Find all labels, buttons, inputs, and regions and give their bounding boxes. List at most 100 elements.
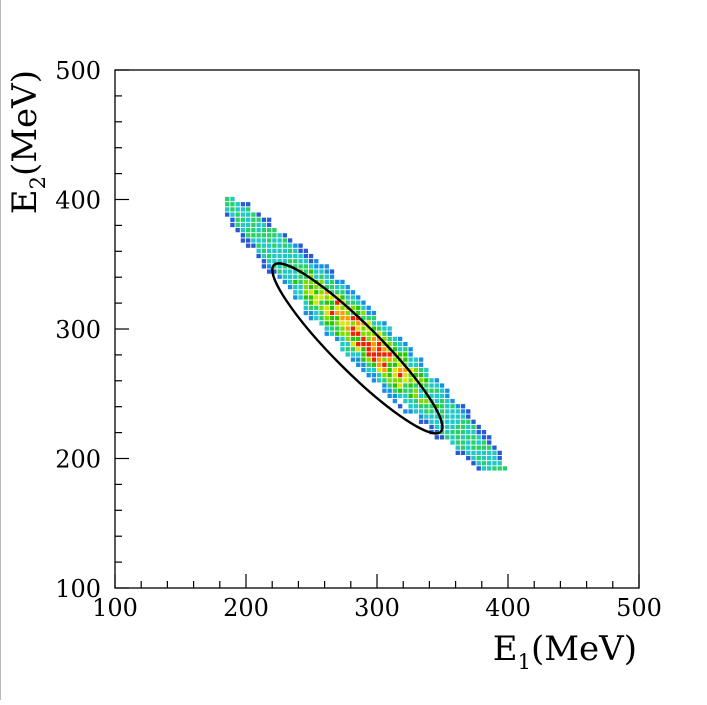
histogram-bin xyxy=(371,321,377,326)
histogram-bin xyxy=(397,336,403,342)
histogram-bin xyxy=(387,373,392,378)
histogram-bin xyxy=(471,445,476,450)
histogram-bin xyxy=(356,321,361,326)
histogram-bin xyxy=(230,196,235,202)
histogram-bin xyxy=(392,393,398,399)
histogram-bin xyxy=(387,383,392,388)
histogram-bin xyxy=(345,341,350,347)
histogram-bin xyxy=(455,445,460,450)
histogram-bin xyxy=(387,326,392,331)
histogram-bin xyxy=(314,274,319,279)
histogram-bin xyxy=(282,253,288,259)
histogram-bin xyxy=(466,455,471,461)
histogram-bin xyxy=(397,388,403,393)
histogram-bin xyxy=(308,259,314,264)
histogram-bin xyxy=(282,269,288,274)
histogram-bin xyxy=(371,357,377,362)
histogram-bin xyxy=(261,233,267,238)
histogram-bin xyxy=(418,409,424,414)
histogram-bin xyxy=(287,284,293,290)
histogram-bin xyxy=(476,450,481,456)
histogram-bin xyxy=(439,435,445,440)
histogram-bin xyxy=(403,352,408,357)
histogram-bin xyxy=(371,316,377,321)
histogram-bin xyxy=(387,388,392,393)
histogram-bin xyxy=(314,290,319,295)
histogram-bin xyxy=(324,331,329,336)
histogram-bin xyxy=(434,424,439,430)
histogram-bin xyxy=(282,248,288,253)
histogram-bin xyxy=(487,455,492,461)
histogram-bin xyxy=(329,331,335,336)
histogram-bin xyxy=(319,300,324,305)
histogram-bin xyxy=(240,222,246,228)
histogram-bin xyxy=(460,435,466,440)
histogram-bin xyxy=(371,362,377,367)
histogram-bin xyxy=(298,274,303,279)
histogram-bin xyxy=(397,383,403,388)
histogram-bin xyxy=(387,341,392,347)
histogram-bin xyxy=(356,352,361,357)
histogram-bin xyxy=(277,253,282,259)
histogram-bin xyxy=(371,341,377,347)
histogram-bin xyxy=(424,398,429,404)
histogram-bin xyxy=(418,419,424,424)
histogram-bin xyxy=(434,383,439,388)
histogram-bin xyxy=(340,326,345,331)
y-tick-label: 500 xyxy=(55,57,101,85)
histogram-bin xyxy=(455,440,460,445)
histogram-bin xyxy=(303,305,308,310)
histogram-bin xyxy=(340,279,345,285)
histogram-bin xyxy=(319,316,324,321)
histogram-bin xyxy=(445,430,450,435)
histogram-bin xyxy=(335,279,340,285)
histogram-bin xyxy=(256,243,261,248)
histogram-bin xyxy=(466,445,471,450)
histogram-bin xyxy=(277,269,282,274)
histogram-bin xyxy=(424,393,429,399)
histogram-bin xyxy=(235,227,240,233)
y-tick-label: 300 xyxy=(55,316,101,344)
histogram-bin xyxy=(230,202,235,207)
histogram-bin xyxy=(361,336,366,342)
histogram-bin xyxy=(392,336,398,342)
histogram-bin xyxy=(256,212,261,217)
histogram-bin xyxy=(329,279,335,285)
histogram-bin xyxy=(256,227,261,233)
histogram-bin xyxy=(497,461,502,466)
y-tick-label: 200 xyxy=(55,446,101,474)
histogram-bin xyxy=(340,331,345,336)
histogram-bin xyxy=(246,238,251,243)
histogram-bin xyxy=(350,290,356,295)
histogram-bin xyxy=(287,269,293,274)
histogram-bin xyxy=(225,202,230,207)
histogram-bin xyxy=(392,341,398,347)
histogram-bin xyxy=(371,347,377,352)
histogram-bin xyxy=(266,248,272,253)
histogram-bin xyxy=(287,279,293,285)
histogram-bin xyxy=(340,295,345,300)
histogram-bin xyxy=(382,357,387,362)
histogram-bin xyxy=(429,388,434,393)
histogram-bin xyxy=(397,378,403,383)
histogram-bin xyxy=(471,435,476,440)
histogram-bin xyxy=(246,227,251,233)
histogram-bin xyxy=(319,274,324,279)
histogram-bin xyxy=(403,357,408,362)
histogram-bin xyxy=(361,352,366,357)
histogram-bin xyxy=(319,290,324,295)
histogram-bin xyxy=(413,393,419,399)
histogram-bin xyxy=(455,419,460,424)
histogram-bin xyxy=(460,424,466,430)
histogram-bin xyxy=(450,435,455,440)
histogram-bin xyxy=(287,259,293,264)
histogram-bin xyxy=(303,300,308,305)
histogram-bin xyxy=(324,274,329,279)
histogram-bin xyxy=(392,357,398,362)
histogram-bin xyxy=(361,331,366,336)
histogram-bin xyxy=(272,227,277,233)
histogram-bin xyxy=(261,243,267,248)
histogram-bin xyxy=(471,419,476,424)
histogram-bin xyxy=(418,404,424,409)
histogram-bin xyxy=(366,305,371,310)
